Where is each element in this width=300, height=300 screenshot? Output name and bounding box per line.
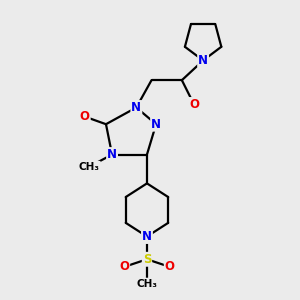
Text: O: O [80, 110, 90, 123]
Text: S: S [143, 253, 151, 266]
Text: N: N [151, 118, 161, 131]
Text: N: N [198, 54, 208, 67]
Text: N: N [107, 148, 117, 161]
Text: N: N [142, 230, 152, 243]
Text: O: O [189, 98, 199, 111]
Text: N: N [131, 101, 141, 114]
Text: O: O [165, 260, 175, 273]
Text: O: O [119, 260, 129, 273]
Text: CH₃: CH₃ [136, 279, 158, 289]
Text: CH₃: CH₃ [79, 162, 100, 172]
